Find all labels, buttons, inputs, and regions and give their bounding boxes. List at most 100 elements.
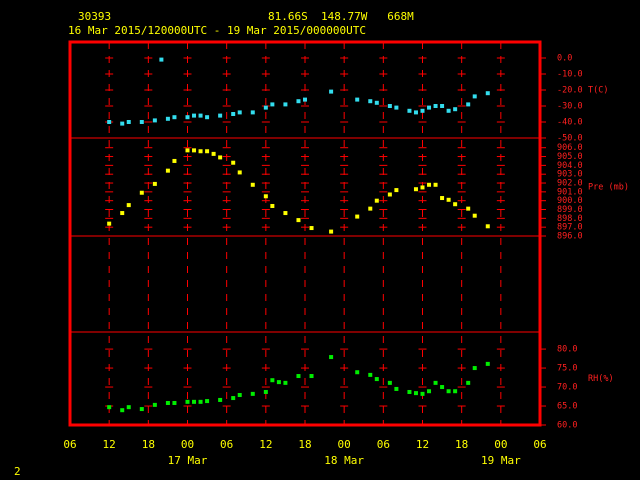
point	[296, 374, 301, 379]
point	[107, 120, 112, 124]
y-axis-label: T(C)	[588, 86, 608, 96]
point	[107, 221, 112, 226]
point	[250, 182, 255, 187]
point	[453, 202, 458, 207]
point	[440, 196, 445, 201]
point	[120, 211, 125, 216]
point	[152, 402, 157, 407]
y-tick-label: 902.0	[557, 179, 583, 189]
point	[159, 57, 164, 62]
point	[485, 224, 490, 229]
point	[355, 97, 360, 102]
y-tick-label: 899.0	[557, 205, 583, 215]
point	[231, 396, 236, 401]
point	[420, 391, 425, 396]
point	[198, 399, 203, 404]
y-tick-label: -20.0	[557, 86, 583, 96]
point	[270, 102, 275, 107]
point	[394, 386, 399, 391]
point	[263, 194, 268, 199]
point	[192, 148, 197, 153]
station-id: 30393	[78, 10, 111, 23]
x-tick-label: 12	[103, 438, 116, 451]
point	[152, 118, 157, 123]
y-tick-label: 905.0	[557, 152, 583, 162]
point	[185, 148, 190, 153]
x-tick-label: 00	[181, 438, 194, 451]
y-tick-label: 901.0	[557, 187, 583, 197]
y-tick-label: -10.0	[557, 70, 583, 80]
point	[394, 188, 399, 193]
point	[433, 380, 438, 385]
x-date-label: 18 Mar	[324, 454, 364, 467]
point	[329, 229, 334, 234]
point	[446, 108, 451, 113]
x-date-label: 17 Mar	[168, 454, 208, 467]
point	[472, 213, 477, 218]
point	[205, 149, 210, 154]
point	[485, 91, 490, 96]
point	[368, 99, 373, 104]
point	[205, 399, 210, 404]
point	[466, 206, 471, 211]
y-tick-label: 60.0	[557, 421, 577, 431]
point	[296, 218, 301, 223]
point	[407, 389, 412, 394]
point	[368, 372, 373, 377]
y-tick-label: 80.0	[557, 345, 577, 355]
y-tick-label: 903.0	[557, 170, 583, 180]
point	[355, 214, 360, 219]
point	[296, 99, 301, 104]
point	[303, 97, 307, 102]
point	[165, 116, 170, 121]
y-tick-label: -50.0	[557, 134, 583, 144]
y-axis-label: Pre (mb)	[588, 183, 629, 193]
point	[427, 389, 432, 394]
point	[126, 405, 131, 410]
point	[126, 203, 131, 208]
point	[231, 112, 236, 116]
point	[427, 105, 432, 110]
point	[355, 370, 360, 375]
point	[453, 107, 458, 112]
point	[453, 389, 458, 394]
point	[472, 94, 477, 99]
point	[120, 121, 125, 126]
x-tick-label: 18	[142, 438, 155, 451]
point	[387, 104, 392, 108]
point	[218, 397, 223, 402]
point	[446, 389, 451, 394]
point	[283, 380, 288, 385]
x-tick-label: 06	[220, 438, 233, 451]
point	[192, 399, 197, 404]
point	[172, 115, 177, 120]
point	[309, 226, 314, 231]
point	[276, 380, 281, 385]
point	[466, 102, 471, 107]
y-axis-label: RH(%)	[588, 374, 614, 384]
y-tick-label: 896.0	[557, 232, 583, 242]
page-number: 2	[14, 465, 21, 478]
period: 16 Mar 2015/120000UTC - 19 Mar 2015/0000…	[68, 24, 366, 37]
x-date-label: 19 Mar	[481, 454, 521, 467]
x-tick-label: 06	[533, 438, 546, 451]
point	[283, 211, 288, 216]
point	[270, 203, 275, 208]
point	[446, 197, 451, 202]
point	[270, 378, 275, 383]
point	[107, 405, 112, 410]
point	[394, 105, 399, 110]
y-tick-label: 906.0	[557, 143, 583, 153]
point	[309, 374, 314, 379]
point	[139, 190, 144, 195]
y-tick-label: 75.0	[557, 364, 577, 374]
point	[172, 158, 177, 163]
point	[165, 168, 170, 173]
point	[466, 380, 471, 385]
point	[218, 113, 223, 118]
x-tick-label: 06	[377, 438, 390, 451]
point	[387, 192, 392, 197]
point	[485, 361, 490, 366]
